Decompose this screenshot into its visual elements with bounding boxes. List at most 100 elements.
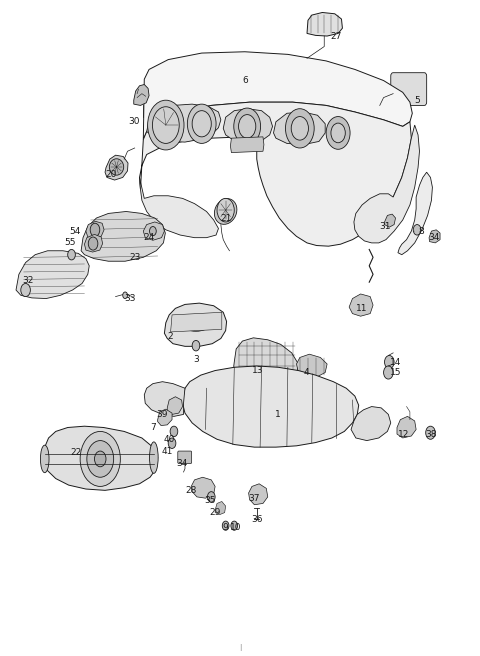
Circle shape (217, 198, 234, 222)
Polygon shape (354, 125, 420, 243)
Polygon shape (105, 155, 128, 180)
Text: 12: 12 (398, 430, 409, 439)
Circle shape (234, 108, 261, 145)
Text: 39: 39 (156, 410, 168, 419)
Polygon shape (249, 483, 268, 504)
Text: 38: 38 (426, 430, 437, 439)
Text: 28: 28 (185, 486, 197, 495)
Text: 30: 30 (128, 117, 140, 127)
Ellipse shape (40, 445, 49, 473)
Text: 40: 40 (164, 435, 175, 443)
Text: 33: 33 (124, 294, 136, 303)
Text: 41: 41 (162, 447, 173, 455)
Text: 24: 24 (144, 233, 155, 242)
Polygon shape (167, 397, 182, 415)
Text: 5: 5 (414, 96, 420, 105)
Polygon shape (234, 338, 299, 390)
Polygon shape (84, 234, 103, 252)
Ellipse shape (215, 199, 237, 224)
Circle shape (207, 491, 215, 502)
Polygon shape (397, 417, 416, 438)
Circle shape (231, 521, 238, 530)
Text: 23: 23 (129, 253, 140, 262)
Polygon shape (16, 251, 89, 298)
Text: 8: 8 (418, 226, 424, 236)
Text: 27: 27 (330, 32, 341, 41)
Polygon shape (86, 221, 104, 239)
Circle shape (326, 117, 350, 150)
Text: 34: 34 (428, 233, 440, 242)
Polygon shape (140, 177, 218, 237)
Circle shape (80, 432, 120, 486)
Circle shape (153, 107, 179, 144)
Circle shape (21, 283, 30, 297)
Circle shape (150, 226, 156, 236)
Text: 9: 9 (223, 523, 228, 532)
Text: 6: 6 (242, 76, 248, 85)
Polygon shape (215, 501, 226, 514)
Circle shape (192, 111, 211, 137)
Circle shape (331, 123, 345, 143)
Polygon shape (429, 230, 440, 243)
Polygon shape (191, 478, 215, 498)
Text: 37: 37 (249, 494, 260, 502)
Text: 3: 3 (193, 355, 199, 364)
Text: 14: 14 (390, 358, 401, 367)
Text: 35: 35 (204, 496, 216, 504)
Text: 32: 32 (23, 276, 34, 285)
Polygon shape (144, 52, 412, 140)
Circle shape (148, 100, 184, 150)
Ellipse shape (109, 159, 124, 175)
Text: 21: 21 (220, 213, 231, 222)
Text: 36: 36 (251, 515, 263, 523)
Text: 29: 29 (209, 508, 221, 517)
Text: 22: 22 (71, 448, 82, 457)
Polygon shape (274, 112, 325, 145)
Ellipse shape (150, 442, 158, 474)
Circle shape (168, 438, 176, 449)
Circle shape (384, 366, 393, 379)
Text: 2: 2 (168, 332, 173, 341)
Circle shape (413, 224, 421, 235)
Text: 11: 11 (356, 304, 368, 313)
Circle shape (95, 451, 106, 467)
Polygon shape (398, 173, 432, 255)
Polygon shape (81, 211, 165, 261)
FancyBboxPatch shape (178, 451, 192, 464)
Circle shape (239, 115, 256, 138)
Polygon shape (170, 312, 222, 332)
Polygon shape (140, 102, 411, 246)
Text: 31: 31 (379, 222, 390, 231)
Text: 54: 54 (69, 226, 81, 236)
Text: 7: 7 (150, 423, 156, 432)
Polygon shape (297, 354, 327, 377)
Circle shape (90, 223, 100, 236)
Polygon shape (230, 137, 264, 153)
Circle shape (187, 104, 216, 144)
Circle shape (87, 441, 114, 478)
Polygon shape (44, 426, 157, 490)
Text: 34: 34 (176, 459, 187, 468)
Text: 10: 10 (230, 523, 242, 532)
Circle shape (291, 117, 309, 140)
Polygon shape (144, 222, 164, 240)
Ellipse shape (183, 318, 209, 331)
Text: 55: 55 (64, 238, 76, 247)
Text: 1: 1 (275, 410, 280, 419)
Text: 4: 4 (303, 368, 309, 377)
Polygon shape (144, 382, 185, 417)
Polygon shape (164, 303, 227, 346)
Polygon shape (182, 366, 359, 447)
Polygon shape (157, 409, 172, 426)
Circle shape (170, 426, 178, 437)
Circle shape (222, 521, 229, 530)
Polygon shape (134, 85, 149, 106)
Circle shape (192, 340, 200, 351)
Circle shape (68, 249, 75, 260)
Circle shape (426, 426, 435, 440)
Text: 20: 20 (105, 170, 117, 178)
Polygon shape (223, 109, 273, 143)
Circle shape (88, 237, 98, 250)
Polygon shape (307, 12, 342, 36)
Polygon shape (351, 407, 391, 441)
